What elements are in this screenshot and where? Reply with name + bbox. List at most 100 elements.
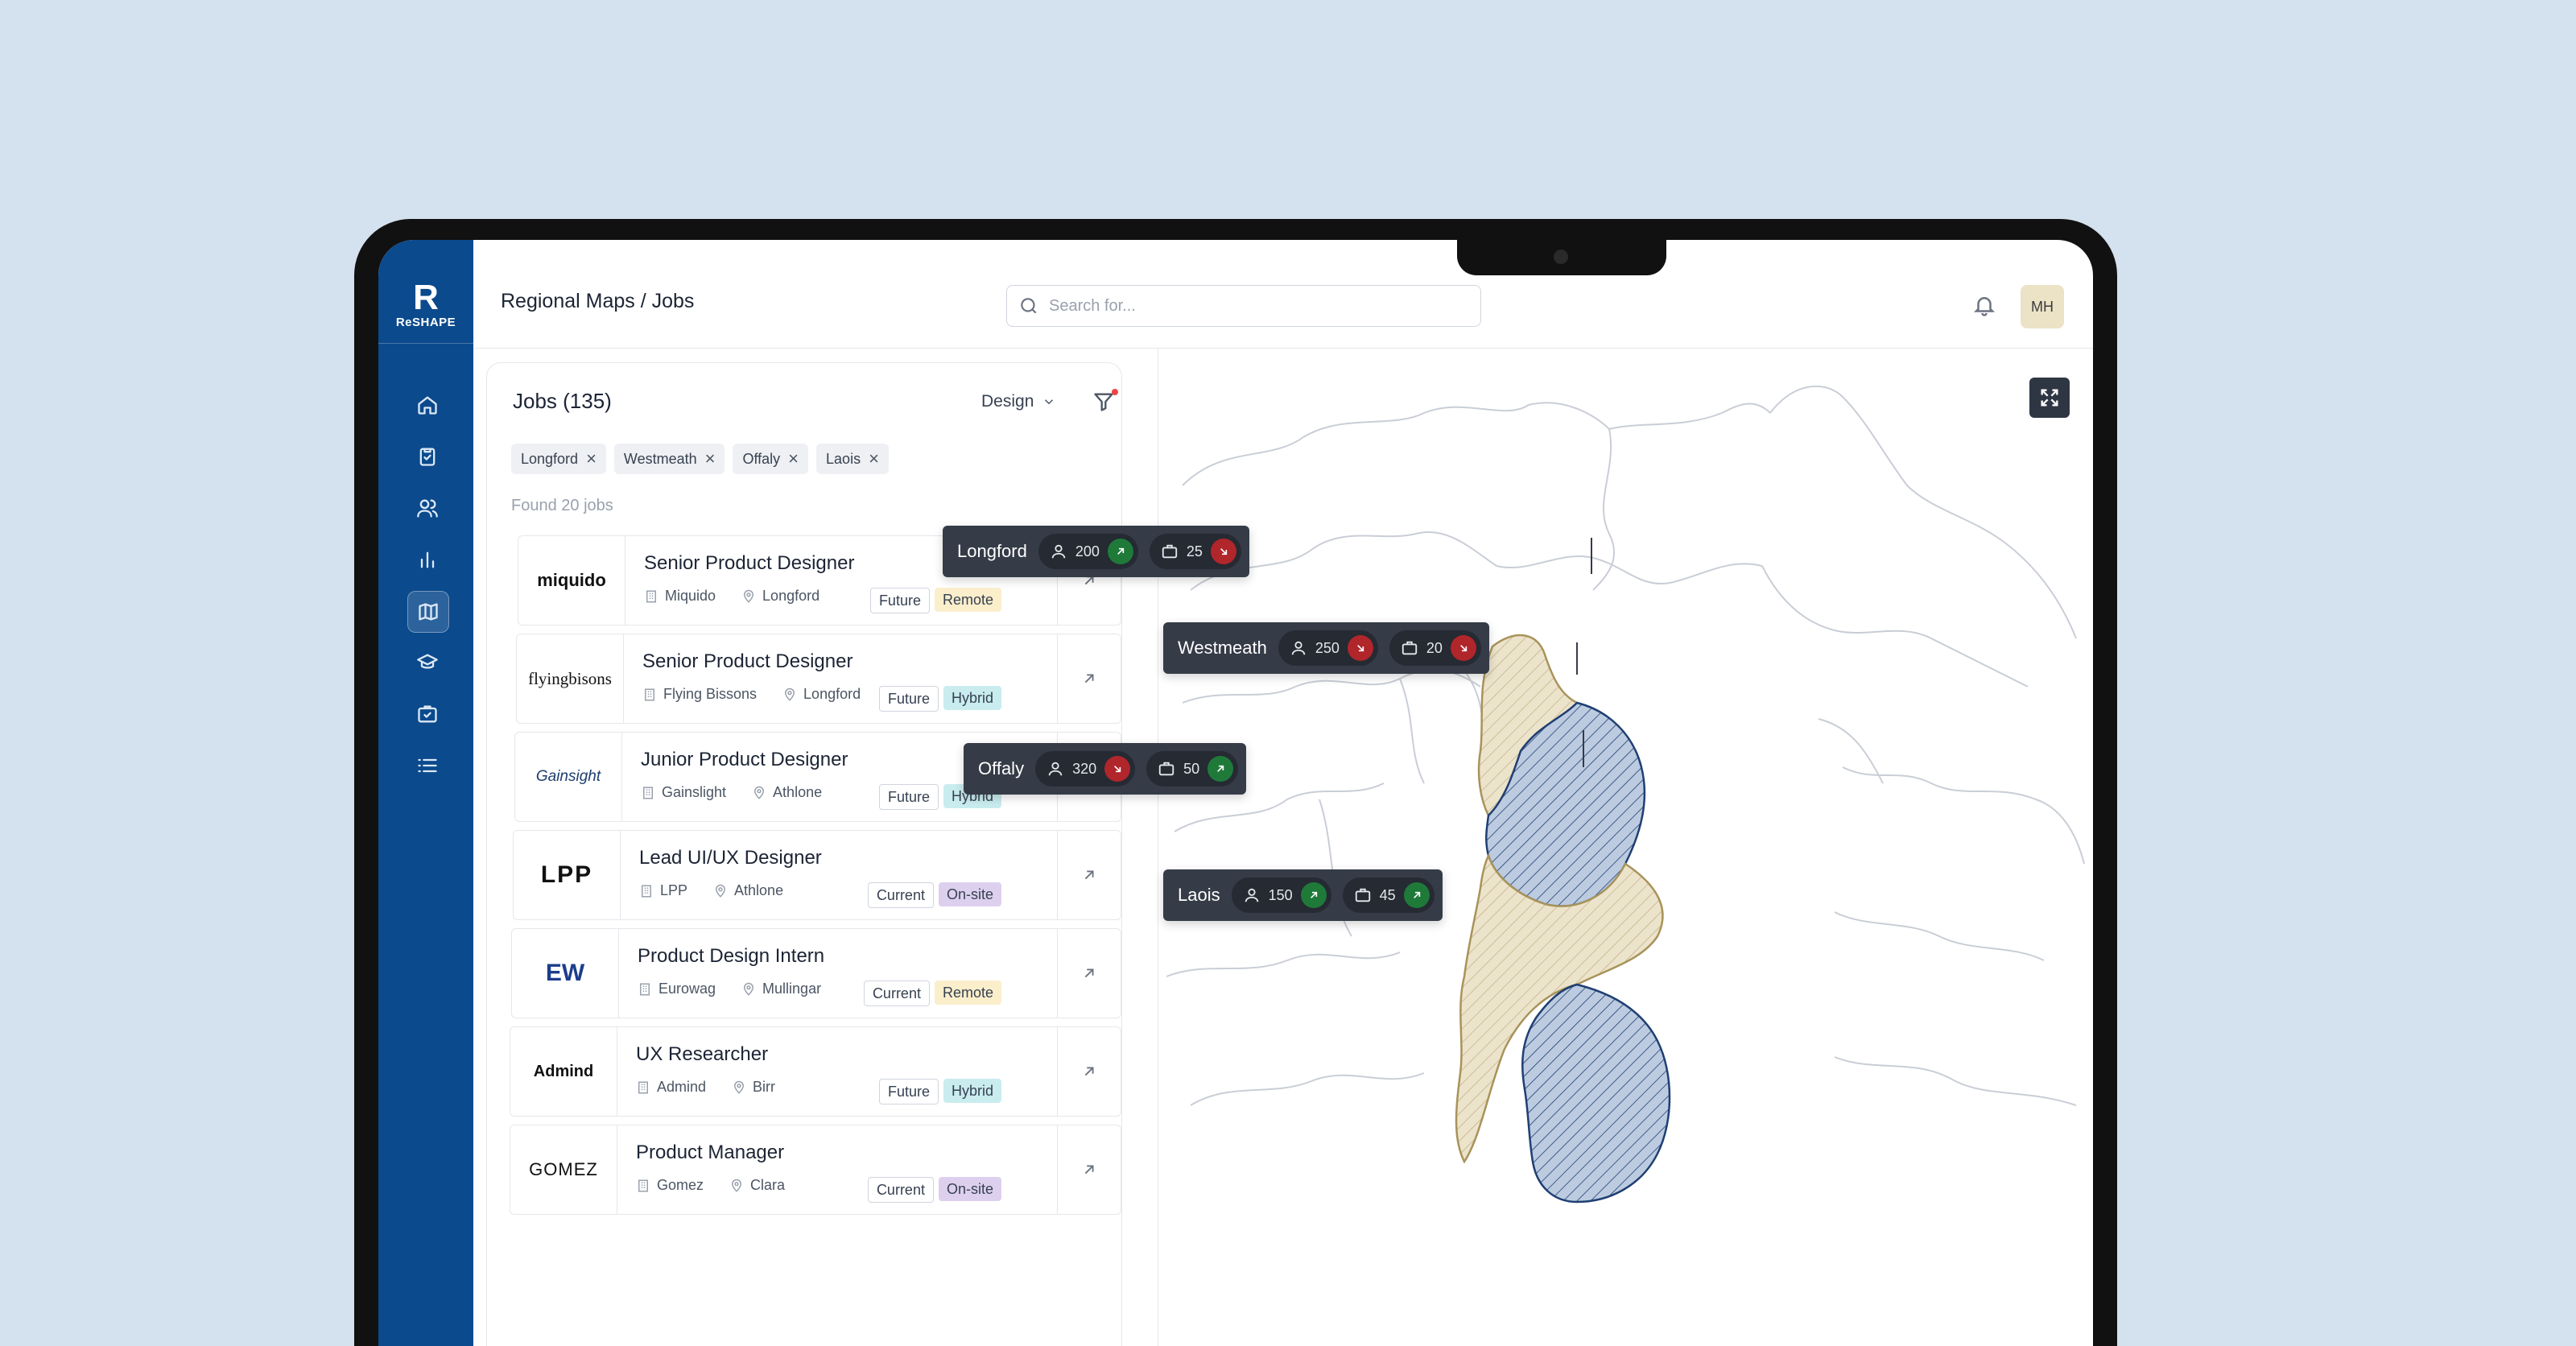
job-list: miquido Senior Product Designer Miquido Lon… [510, 535, 1121, 1223]
sidebar-item-learning[interactable] [407, 642, 448, 683]
filter-chip[interactable]: Laois × [816, 444, 889, 474]
users-icon [417, 499, 438, 518]
job-row[interactable]: GOMEZ Product Manager Gomez Clara Current On-… [510, 1125, 1121, 1215]
sidebar-item-maps[interactable] [407, 591, 449, 633]
bar-chart-icon [420, 551, 435, 568]
filter-chip-label: Westmeath [623, 450, 697, 467]
open-job-button[interactable] [1057, 1027, 1121, 1116]
page-title: Regional Maps / Jobs [501, 290, 695, 312]
map-icon [419, 603, 438, 621]
people-stat: 250 [1278, 630, 1378, 666]
job-tags: Future Hybrid [878, 686, 1001, 712]
company-logo-text: Admind [533, 1062, 594, 1080]
status-badge: Current [863, 981, 930, 1006]
company-logo: Admind [510, 1027, 617, 1116]
jobs-stat: 50 [1146, 751, 1239, 787]
job-location: Clara [750, 1177, 786, 1193]
people-trend [1107, 539, 1133, 564]
job-tags: Current On-site [867, 882, 1001, 908]
jobs-panel-title: Jobs (135) [513, 389, 612, 413]
sidebar-divider [378, 343, 473, 344]
jobs-panel: Jobs (135) Design Longford × Westmeath × O… [486, 362, 1122, 1346]
people-count: 200 [1075, 543, 1100, 559]
trend-down-icon [1114, 766, 1121, 773]
open-job-button[interactable] [1057, 634, 1121, 723]
close-icon[interactable]: × [704, 448, 716, 469]
sidebar-item-jobs[interactable] [407, 694, 448, 734]
company-name: Flying Bissons [663, 686, 758, 702]
filter-active-dot [1112, 389, 1118, 395]
region-popup-westmeath[interactable]: Westmeath 250 20 [1163, 622, 1489, 674]
open-job-button[interactable] [1057, 1125, 1121, 1214]
filter-chip-label: Offaly [742, 450, 781, 467]
filter-chip[interactable]: Longford × [511, 444, 606, 474]
job-row[interactable]: LPP Lead UI/UX Designer LPP Athlone Current O… [513, 830, 1121, 920]
location-pin-icon [716, 884, 726, 898]
sidebar-item-list[interactable] [407, 745, 448, 786]
jobs-count: 20 [1426, 639, 1443, 656]
jobs-stat: 45 [1342, 877, 1435, 913]
open-job-button[interactable] [1057, 831, 1121, 919]
category-dropdown[interactable]: Design [981, 392, 1056, 411]
header-divider [473, 348, 2093, 349]
job-meta: LPP Athlone [639, 882, 783, 899]
company-logo-text: EW [545, 960, 585, 986]
camera-notch [1457, 240, 1666, 275]
job-row[interactable]: Admind UX Researcher Admind Birr Future Hybri… [510, 1026, 1121, 1117]
job-title: Lead UI/UX Designer [639, 847, 822, 869]
job-location: Athlone [773, 784, 823, 800]
building-icon [643, 787, 653, 799]
filter-button[interactable] [1092, 389, 1118, 415]
laptop-frame: R ReSHAPE [354, 219, 2117, 1346]
person-icon [1051, 544, 1066, 559]
region-name: Westmeath [1178, 638, 1267, 658]
sidebar-item-analytics[interactable] [407, 539, 448, 580]
job-meta: Gainslight Athlone [641, 784, 822, 801]
jobs-count: 25 [1186, 543, 1203, 559]
company-logo: Gainsight [515, 733, 622, 821]
open-job-button[interactable] [1057, 929, 1121, 1018]
job-tags: Current Remote [863, 981, 1001, 1006]
notifications-button[interactable] [1972, 293, 1996, 317]
job-row[interactable]: flyingbisons Senior Product Designer Flyin… [516, 634, 1121, 724]
people-count: 320 [1072, 760, 1097, 777]
list-icon [418, 758, 437, 773]
sidebar-item-tasks[interactable] [407, 436, 448, 477]
filter-chip[interactable]: Westmeath × [613, 444, 725, 474]
region-popup-offaly[interactable]: Offaly 320 50 [964, 743, 1247, 795]
avatar[interactable]: MH [2021, 285, 2064, 328]
close-icon[interactable]: × [586, 448, 597, 469]
arrow-up-right-icon [1084, 968, 1094, 978]
company-logo: flyingbisons [517, 634, 624, 723]
close-icon[interactable]: × [869, 448, 879, 469]
sidebar-item-home[interactable] [407, 385, 448, 425]
arrow-up-right-icon [1084, 1067, 1094, 1076]
bell-icon [1973, 297, 1996, 316]
jobs-stat: 25 [1149, 534, 1241, 569]
close-icon[interactable]: × [788, 448, 799, 469]
brand-logo[interactable]: R ReSHAPE [378, 280, 473, 330]
person-icon [1291, 641, 1306, 655]
person-icon [1245, 888, 1258, 902]
search-input[interactable] [1047, 291, 1469, 321]
map-view[interactable]: Longford 200 25 Westmeath 250 20 Offaly 320 50 La… [943, 349, 2093, 1346]
search-box[interactable] [1006, 285, 1481, 327]
arrow-up-right-icon [1084, 1165, 1094, 1175]
jobs-trend [1210, 539, 1236, 564]
filter-chip-label: Longford [521, 450, 579, 467]
region-popup-laois[interactable]: Laois 150 45 [1163, 869, 1443, 921]
job-location: Birr [753, 1079, 776, 1095]
people-stat: 200 [1038, 534, 1138, 569]
sidebar-item-people[interactable] [407, 488, 448, 528]
building-icon [645, 688, 654, 700]
region-popup-longford[interactable]: Longford 200 25 [943, 526, 1249, 577]
job-row[interactable]: EW Product Design Intern Eurowag Mullingar C… [511, 928, 1121, 1018]
trend-up-icon [1413, 891, 1420, 898]
filter-chip-label: Laois [826, 450, 861, 467]
trend-up-icon [1310, 891, 1317, 898]
location-pin-icon [744, 589, 754, 603]
region-name: Laois [1178, 885, 1220, 905]
filter-chip[interactable]: Offaly × [733, 444, 809, 474]
fullscreen-button[interactable] [2029, 378, 2070, 418]
company-logo-text: flyingbisons [528, 668, 612, 688]
